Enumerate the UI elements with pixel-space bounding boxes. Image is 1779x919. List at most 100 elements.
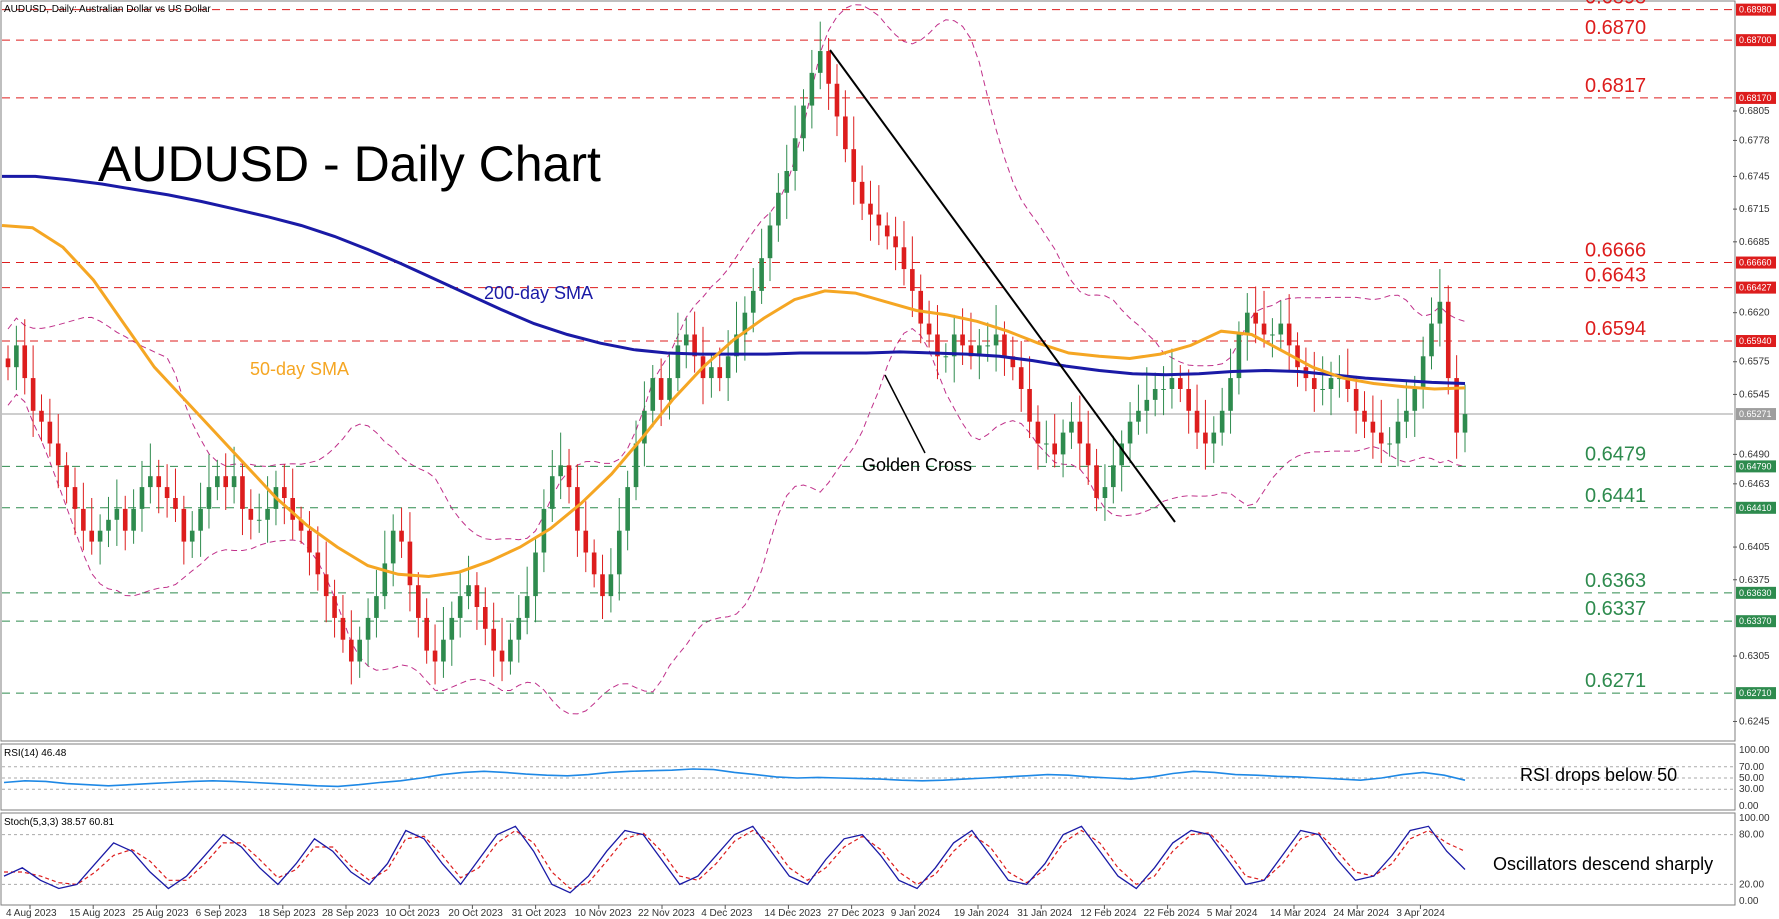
candle-body [1102, 487, 1108, 498]
candle-body [81, 508, 86, 531]
candle-body [1261, 323, 1267, 335]
x-tick-label: 4 Aug 2023 [6, 908, 57, 919]
candle-body [491, 628, 496, 651]
level-label: 0.6898 [1585, 0, 1646, 9]
candle-body [189, 530, 195, 542]
candle-body [340, 617, 346, 640]
candle-body [1111, 465, 1116, 488]
level-price-tag-text: 0.66427 [1739, 283, 1772, 293]
candle-body [365, 617, 371, 640]
candle-body [315, 552, 321, 575]
level-label: 0.6594 [1585, 318, 1646, 340]
y-tick-label: 0.6305 [1739, 651, 1770, 662]
candle-body [658, 378, 664, 400]
horizontal-levels: 0.6898 0.6870 0.6817 0.6666 0.6643 0.6594 0.64… [2, 0, 1733, 694]
candle-body [1278, 323, 1284, 335]
golden-cross-pointer [884, 374, 926, 454]
candle-body [809, 72, 815, 106]
candle-body [1144, 399, 1150, 411]
candle-body [633, 443, 639, 488]
candle-body [290, 497, 296, 520]
current-price-tag [1736, 408, 1776, 421]
level-price-tag-text: 0.64410 [1739, 503, 1772, 513]
candle-body [826, 51, 831, 84]
level-price-tag-text: 0.68700 [1739, 35, 1772, 45]
candle-body [248, 508, 254, 520]
y-tick-label: 0.6745 [1739, 171, 1770, 182]
level-price-tag [1736, 34, 1776, 47]
x-tick-label: 6 Sep 2023 [196, 908, 248, 919]
sma200-line [2, 174, 1466, 385]
candle-body [164, 487, 170, 498]
downtrend-line [829, 49, 1176, 523]
candle-body [72, 487, 78, 509]
candle-body [1429, 323, 1434, 357]
candle-body [901, 247, 907, 270]
candle-body [801, 105, 806, 139]
candle-body [106, 519, 111, 531]
candle-body [549, 476, 555, 509]
candle-body [516, 617, 522, 640]
candle-body [558, 465, 563, 477]
candle-body [868, 203, 873, 215]
candle-body [1127, 421, 1133, 444]
level-label: 0.6870 [1585, 17, 1646, 39]
level-price-tag [1736, 460, 1776, 473]
candle-body [382, 563, 388, 597]
candle-body [792, 138, 798, 171]
y-tick-label: 0.6620 [1739, 308, 1770, 319]
sma50-label: 50-day SMA [250, 359, 349, 379]
candle-body [1152, 388, 1158, 400]
candle-body [1253, 312, 1258, 324]
current-price-tag-text: 0.65271 [1739, 409, 1772, 419]
x-tick-label: 24 Mar 2024 [1333, 908, 1390, 919]
candle-body [667, 378, 672, 400]
candle-body [1211, 432, 1217, 444]
candle-body [692, 334, 697, 357]
candle-body [181, 508, 187, 542]
x-tick-label: 20 Oct 2023 [448, 908, 503, 919]
x-tick-label: 10 Nov 2023 [575, 908, 632, 919]
rsi-note: RSI drops below 50 [1520, 765, 1677, 785]
candle-body [1236, 334, 1242, 379]
candle-body [642, 410, 647, 444]
candle-body [1169, 378, 1175, 389]
candle-body [1186, 388, 1191, 411]
rsi-tick-label: 50.00 [1739, 773, 1764, 784]
candle-body [265, 508, 270, 520]
candle-body [198, 508, 203, 531]
candle-body [943, 356, 949, 358]
stoch-main-line [3, 825, 1466, 894]
candle-body [256, 519, 262, 521]
stoch-panel-frame [0, 812, 1736, 906]
candle-body [1027, 388, 1032, 422]
candle-body [951, 334, 957, 357]
candle-body [240, 476, 245, 509]
rsi-label: RSI(14) 46.48 [4, 748, 67, 759]
candle-body [1387, 443, 1392, 445]
candle-body [1161, 388, 1166, 390]
x-tick-label: 25 Aug 2023 [132, 908, 189, 919]
chart-title: AUDUSD - Daily Chart [98, 136, 601, 192]
x-tick-label: 14 Dec 2023 [764, 908, 821, 919]
rsi-tick-label: 100.00 [1739, 745, 1770, 756]
candle-body [884, 225, 890, 237]
candle-body [1002, 334, 1007, 357]
x-tick-label: 10 Oct 2023 [385, 908, 440, 919]
candle-body [508, 639, 513, 662]
rsi-panel-frame [0, 743, 1736, 811]
candle-body [1378, 432, 1384, 444]
candle-body [876, 214, 882, 226]
candle-body [449, 617, 455, 640]
y-tick-label: 0.6405 [1739, 542, 1770, 553]
candle-body [499, 650, 505, 662]
candle-body [432, 650, 438, 662]
stoch-tick-label: 20.00 [1739, 879, 1764, 890]
x-tick-label: 4 Dec 2023 [701, 908, 753, 919]
candle-body [533, 552, 538, 597]
candle-body [416, 585, 421, 618]
stoch-tick-label: 80.00 [1739, 830, 1764, 841]
candle-body [784, 170, 790, 193]
candle-body [282, 487, 287, 498]
candle-body [332, 596, 337, 618]
